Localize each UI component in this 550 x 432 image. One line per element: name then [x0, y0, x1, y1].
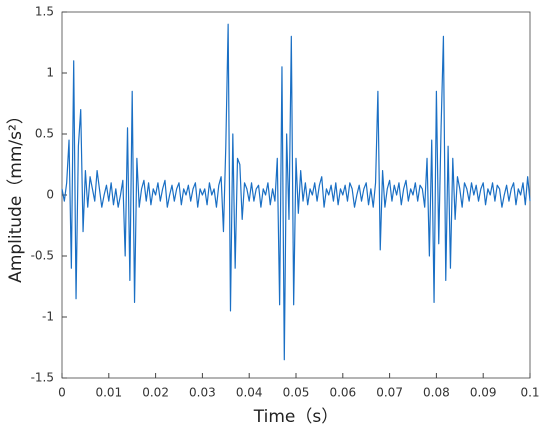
x-tick-label: 0.08: [423, 386, 450, 400]
y-tick-label: 1.5: [35, 5, 54, 19]
y-tick-label: 1: [46, 66, 54, 80]
x-tick-label: 0.01: [95, 386, 122, 400]
x-tick-label: 0.02: [142, 386, 169, 400]
y-tick-label: -0.5: [31, 249, 54, 263]
y-axis-label: Amplitude（mm/s²）: [6, 107, 26, 283]
x-tick-label: 0.03: [189, 386, 216, 400]
x-tick-label: 0.07: [376, 386, 403, 400]
x-tick-label: 0.05: [283, 386, 310, 400]
y-tick-label: 0: [46, 188, 54, 202]
signal-line: [61, 23, 531, 361]
x-tick-label: 0.06: [329, 386, 356, 400]
x-tick-label: 0: [58, 386, 66, 400]
x-axis-label: Time（s）: [253, 407, 338, 427]
x-tick-label: 0.1: [520, 386, 539, 400]
x-tick-label: 0.04: [236, 386, 263, 400]
y-tick-label: -1.5: [31, 371, 54, 385]
x-tick-label: 0.09: [470, 386, 497, 400]
y-tick-label: 0.5: [35, 127, 54, 141]
y-tick-label: -1: [42, 310, 54, 324]
